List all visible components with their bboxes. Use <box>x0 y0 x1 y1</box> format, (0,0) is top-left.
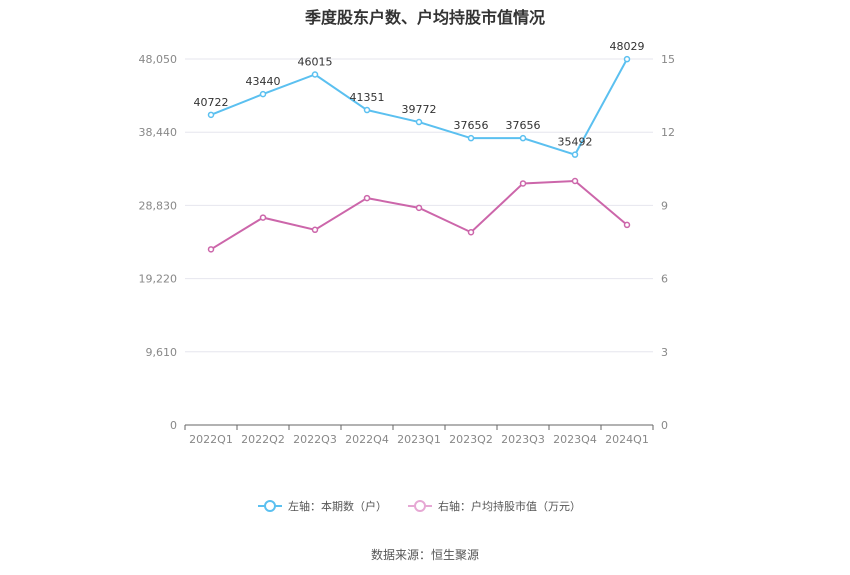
data-label: 48029 <box>610 40 645 53</box>
data-labels: 40722 43440 46015 41351 39772 37656 37656 35492… <box>194 40 645 148</box>
y-left-tick-label: 19,220 <box>139 273 178 286</box>
series-2-point <box>519 180 527 187</box>
x-tick-label: 2023Q1 <box>397 433 441 446</box>
y-left-tick-label: 0 <box>170 419 177 432</box>
legend: 左轴：本期数（户） 右轴：户均持股市值（万元） <box>258 499 581 513</box>
series-1-point <box>207 111 215 119</box>
series-2-point <box>259 214 267 221</box>
x-tick-label: 2023Q2 <box>449 433 493 446</box>
series-2-point <box>623 221 631 229</box>
y-right-tick-label: 3 <box>661 346 668 359</box>
y-left-tick-label: 48,050 <box>139 53 178 66</box>
series-2-point <box>207 246 215 253</box>
x-tick-label: 2022Q3 <box>293 433 337 446</box>
y-right-tick-label: 0 <box>661 419 668 432</box>
data-label: 39772 <box>402 103 437 116</box>
series-2-point <box>415 204 423 212</box>
series-2-point <box>311 226 319 234</box>
series-2-point <box>363 194 371 202</box>
data-label: 37656 <box>506 119 541 132</box>
x-tick-label: 2024Q1 <box>605 433 649 446</box>
series-1-point <box>623 55 631 63</box>
series-1-point <box>519 134 527 142</box>
legend-label: 右轴：户均持股市值（万元） <box>438 499 581 513</box>
series-2-point <box>571 177 579 185</box>
x-tick-label: 2022Q2 <box>241 433 285 446</box>
x-tick-label: 2022Q4 <box>345 433 389 446</box>
series-lines <box>207 55 631 253</box>
x-tick-label: 2023Q3 <box>501 433 545 446</box>
series-line-2 <box>210 179 628 251</box>
axes: 0 0 9,610 3 19,220 6 28,830 9 38,440 12 48,050 15 20… <box>139 53 676 446</box>
source-note: 数据来源：恒生聚源 <box>370 548 479 562</box>
y-left-tick-label: 28,830 <box>139 199 178 212</box>
data-label: 40722 <box>194 96 229 109</box>
data-label: 35492 <box>558 136 593 149</box>
series-2-point <box>467 228 475 236</box>
y-right-tick-label: 9 <box>661 199 668 212</box>
data-label: 46015 <box>298 56 333 69</box>
y-right-tick-label: 6 <box>661 273 668 286</box>
chart-title: 季度股东户数、户均持股市值情况 <box>304 8 545 27</box>
y-left-tick-label: 9,610 <box>146 346 178 359</box>
series-1-point <box>259 90 267 98</box>
series-1-point <box>467 134 475 142</box>
legend-swatch-marker <box>414 500 426 512</box>
legend-swatch-marker <box>264 500 276 512</box>
x-tick-label: 2023Q4 <box>553 433 597 446</box>
data-label: 41351 <box>350 91 385 104</box>
legend-label: 左轴：本期数（户） <box>288 499 387 513</box>
series-1-point <box>363 106 371 114</box>
y-left-tick-label: 38,440 <box>139 126 178 139</box>
data-label: 43440 <box>246 75 281 88</box>
x-tick-label: 2022Q1 <box>189 433 233 446</box>
series-1-point <box>415 118 423 126</box>
y-right-tick-label: 15 <box>661 53 675 66</box>
series-1-point <box>571 151 579 158</box>
data-label: 37656 <box>454 119 489 132</box>
y-right-tick-label: 12 <box>661 126 675 139</box>
series-1-point <box>311 71 319 78</box>
